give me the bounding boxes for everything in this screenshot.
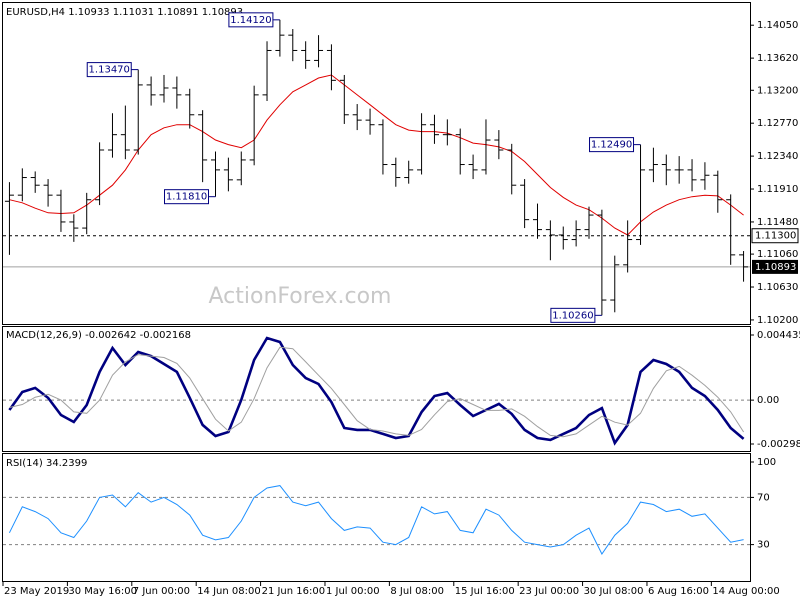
x-tick-label: 23 May 2019	[4, 586, 69, 597]
x-tick-label: 23 Jul 00:00	[519, 586, 579, 597]
y-tick-label: 0.00	[757, 395, 779, 406]
y-tick-label: 1.11910	[757, 184, 798, 195]
y-tick-label: 30	[757, 540, 770, 551]
x-tick-label: 15 Jul 16:00	[455, 586, 515, 597]
last-price-label: 1.10893	[755, 262, 796, 273]
annotation-box	[550, 307, 596, 323]
macd-chart: MACD(12,26,9) -0.002642 -0.002168 0.00443…	[3, 330, 800, 450]
panel-title: RSI(14) 34.2399	[6, 458, 87, 469]
x-tick-label: 6 Aug 16:00	[648, 586, 709, 597]
x-tick-label: 1 Jul 00:00	[326, 586, 380, 597]
y-tick-label: 1.11060	[757, 249, 798, 260]
last-price-box	[752, 259, 798, 274]
reference-label-box	[751, 228, 799, 244]
x-tick-label: 30 Jul 08:00	[584, 586, 644, 597]
y-tick-label: 1.10630	[757, 282, 798, 293]
panel-title: EURUSD,H4 1.10933 1.11031 1.10891 1.1089…	[6, 7, 243, 18]
rsi-panel	[2, 453, 751, 582]
y-tick-label: 1.14050	[757, 20, 798, 31]
x-tick-label: 14 Aug 00:00	[712, 586, 779, 597]
series-line	[9, 346, 745, 438]
y-tick-label: 1.11480	[757, 217, 798, 228]
series-line	[8, 485, 744, 555]
y-tick-label: 1.13200	[757, 85, 798, 96]
annotation-box	[164, 189, 210, 205]
y-tick-label: 1.13620	[757, 53, 798, 64]
watermark: ActionForex.com	[209, 284, 392, 309]
rsi-chart: RSI(14) 34.2399 100 70 30	[3, 457, 776, 555]
x-tick-label: 8 Jul 08:00	[390, 586, 444, 597]
x-tick-label: 7 Jun 00:00	[133, 586, 190, 597]
x-tick-label: 30 May 16:00	[68, 586, 137, 597]
y-tick-label: 0.004435	[757, 330, 800, 341]
annotation-label: 1.14120	[230, 15, 271, 26]
y-tick-label: 1.10200	[757, 315, 798, 326]
annotation-box	[589, 137, 635, 153]
y-tick-label: 70	[757, 492, 770, 503]
panel-title: MACD(12,26,9) -0.002642 -0.002168	[6, 330, 191, 341]
annotation-label: 1.13470	[89, 65, 130, 76]
annotation-label: 1.12490	[591, 140, 632, 151]
annotation-label: 1.11810	[166, 192, 207, 203]
x-tick-label: 14 Jun 08:00	[197, 586, 261, 597]
y-tick-label: -0.002988	[757, 439, 800, 450]
y-tick-label: 1.12340	[757, 151, 798, 162]
series-line	[9, 74, 744, 236]
price-panel	[2, 2, 751, 325]
annotation-box	[228, 12, 274, 28]
annotation-box	[86, 62, 132, 78]
y-tick-label: 1.12770	[757, 118, 798, 129]
x-tick-label: 21 Jun 16:00	[262, 586, 326, 597]
y-tick-label: 100	[757, 457, 776, 468]
price-chart: EURUSD,H4 1.10933 1.11031 1.10891 1.1089…	[3, 7, 799, 326]
macd-panel	[2, 326, 751, 452]
reference-label: 1.11300	[755, 231, 796, 242]
annotation-label: 1.10260	[552, 310, 593, 321]
